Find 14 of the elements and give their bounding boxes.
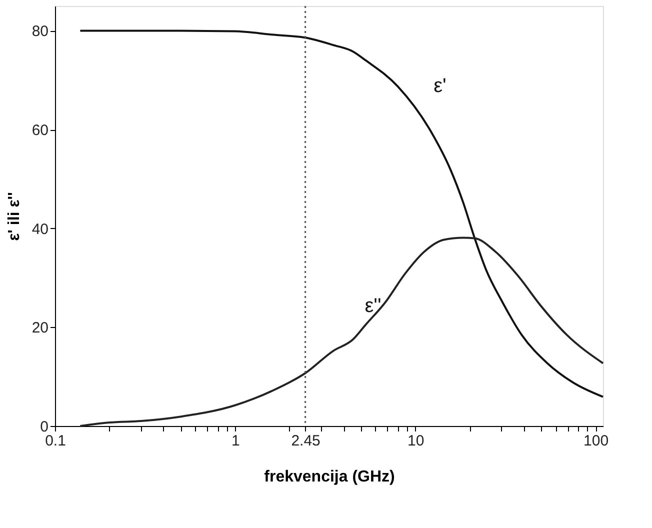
annotation: ε' xyxy=(434,75,446,97)
annotation: ε'' xyxy=(364,295,382,317)
x-tick-label: 2.45 xyxy=(291,432,320,450)
x-axis-title: frekvencija (GHz) xyxy=(264,468,395,486)
y-tick-label: 60 xyxy=(32,122,48,140)
x-tick-label: 100 xyxy=(584,432,609,450)
y-tick-label: 0 xyxy=(40,418,48,436)
x-tick-label: 1 xyxy=(232,432,240,450)
y-tick-label: 20 xyxy=(32,320,48,337)
x-tick-label: 10 xyxy=(408,432,424,450)
x-tick-label: 0.1 xyxy=(45,432,66,450)
y-axis-title: ε' ili ε'' xyxy=(6,192,23,241)
y-tick-label: 40 xyxy=(32,220,48,238)
y-tick-label: 80 xyxy=(32,23,48,40)
